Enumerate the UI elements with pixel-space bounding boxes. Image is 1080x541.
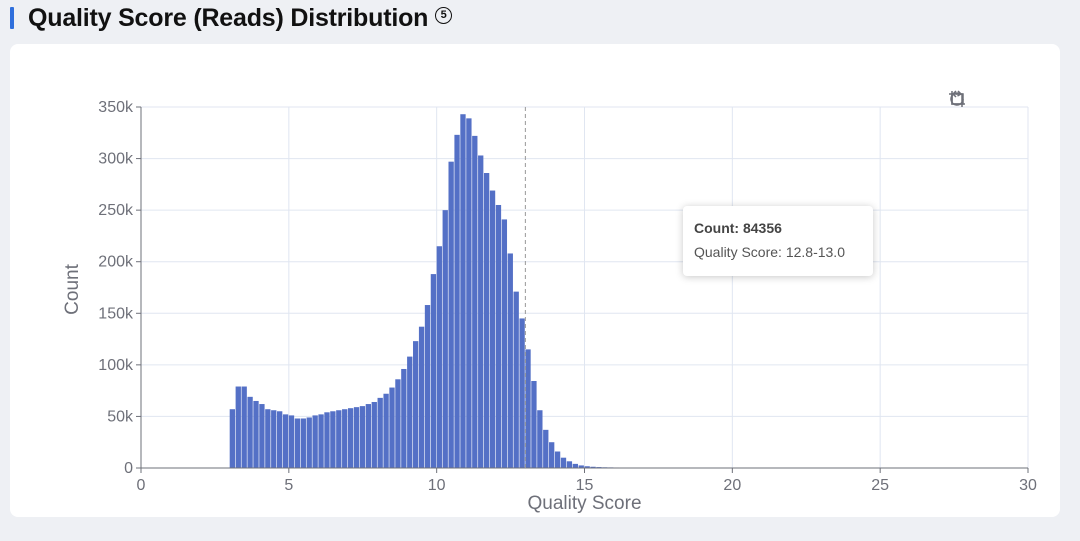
tooltip-count-label: Count: bbox=[694, 220, 743, 236]
x-axis-title: Quality Score bbox=[527, 493, 641, 514]
histogram-bar bbox=[590, 466, 596, 468]
x-tick-label: 30 bbox=[1019, 477, 1037, 494]
histogram-bar bbox=[489, 190, 496, 468]
histogram-bar bbox=[430, 274, 437, 468]
histogram-bar bbox=[572, 463, 578, 468]
restore-icon[interactable] bbox=[948, 90, 966, 108]
header-accent-bar bbox=[10, 7, 14, 29]
histogram-bar bbox=[560, 457, 567, 468]
chart-tooltip: Count: 84356 Quality Score: 12.8-13.0 bbox=[683, 206, 873, 276]
histogram-bar bbox=[566, 461, 573, 468]
histogram-bar bbox=[454, 134, 460, 468]
histogram-bar bbox=[578, 465, 584, 468]
histogram-bar bbox=[318, 414, 324, 468]
x-tick-label: 0 bbox=[137, 477, 146, 494]
tooltip-range-value: 12.8-13.0 bbox=[785, 244, 845, 260]
histogram-bar bbox=[537, 410, 543, 468]
histogram-bar bbox=[460, 114, 466, 468]
histogram-bar bbox=[531, 380, 537, 468]
histogram-bar bbox=[342, 409, 348, 468]
histogram-bar bbox=[543, 429, 549, 468]
histogram-bar bbox=[235, 386, 241, 468]
tooltip-count-value: 84356 bbox=[742, 220, 782, 236]
histogram-bar bbox=[401, 368, 407, 468]
histogram-bar bbox=[282, 414, 289, 468]
histogram-bar bbox=[584, 466, 590, 468]
histogram-bar bbox=[513, 291, 519, 468]
histogram-bar bbox=[353, 407, 360, 468]
histogram-bar bbox=[478, 155, 484, 468]
histogram-bar bbox=[418, 326, 425, 468]
y-tick-label: 300k bbox=[98, 151, 134, 168]
histogram-bar bbox=[377, 397, 383, 468]
histogram-bar bbox=[247, 396, 253, 468]
histogram-bar bbox=[483, 173, 490, 469]
histogram-bar bbox=[554, 451, 561, 468]
histogram-bar bbox=[306, 417, 312, 468]
histogram-bar bbox=[241, 386, 247, 468]
histogram-bar bbox=[347, 408, 354, 468]
histogram-bar bbox=[312, 415, 318, 468]
histogram-bar bbox=[472, 135, 478, 468]
histogram-bar bbox=[549, 442, 555, 468]
x-tick-label: 15 bbox=[576, 477, 594, 494]
histogram-bar bbox=[265, 409, 271, 468]
y-tick-label: 200k bbox=[98, 254, 134, 271]
histogram-bar bbox=[395, 379, 401, 468]
x-tick-label: 5 bbox=[284, 477, 293, 494]
histogram-bar bbox=[288, 415, 295, 468]
histogram-bar bbox=[259, 404, 265, 468]
histogram-bar bbox=[383, 393, 389, 468]
info-icon[interactable]: 5 bbox=[435, 6, 453, 24]
histogram-bar bbox=[495, 204, 502, 468]
x-tick-label: 20 bbox=[723, 477, 741, 494]
histogram-bar bbox=[330, 411, 336, 468]
y-axis-title: Count bbox=[62, 263, 83, 314]
tooltip-range-label: Quality Score: bbox=[694, 244, 786, 260]
y-tick-label: 250k bbox=[98, 202, 134, 219]
histogram-bar bbox=[271, 410, 277, 468]
histogram-bar bbox=[300, 418, 306, 468]
y-tick-label: 150k bbox=[98, 305, 134, 322]
histogram-bar bbox=[442, 210, 448, 468]
histogram-bar bbox=[336, 410, 342, 468]
page-title: Quality Score (Reads) Distribution bbox=[28, 3, 429, 32]
histogram-bar bbox=[365, 404, 372, 468]
histogram-bar bbox=[507, 253, 513, 468]
histogram-bar bbox=[466, 118, 472, 469]
y-tick-label: 0 bbox=[124, 460, 133, 477]
x-tick-label: 10 bbox=[428, 477, 446, 494]
histogram-bar bbox=[424, 305, 431, 468]
histogram-bar bbox=[324, 412, 330, 468]
histogram-bar bbox=[253, 400, 259, 468]
y-tick-label: 350k bbox=[98, 99, 134, 116]
x-tick-label: 25 bbox=[871, 477, 889, 494]
histogram-bar bbox=[501, 219, 508, 468]
histogram-bar bbox=[389, 387, 395, 468]
histogram-bar bbox=[436, 246, 442, 468]
histogram-bar bbox=[519, 318, 525, 468]
histogram-bar bbox=[359, 406, 366, 468]
histogram-bar bbox=[277, 411, 283, 468]
y-tick-label: 100k bbox=[98, 357, 134, 374]
histogram-bar bbox=[294, 418, 301, 468]
section-header: Quality Score (Reads) Distribution 5 bbox=[10, 3, 453, 33]
histogram-bar bbox=[448, 161, 454, 468]
histogram-bar bbox=[371, 401, 377, 468]
histogram-bar bbox=[229, 409, 236, 468]
y-tick-label: 50k bbox=[107, 408, 134, 425]
histogram-bar bbox=[407, 356, 413, 468]
histogram-bar bbox=[525, 349, 531, 468]
histogram-bar bbox=[413, 341, 419, 468]
